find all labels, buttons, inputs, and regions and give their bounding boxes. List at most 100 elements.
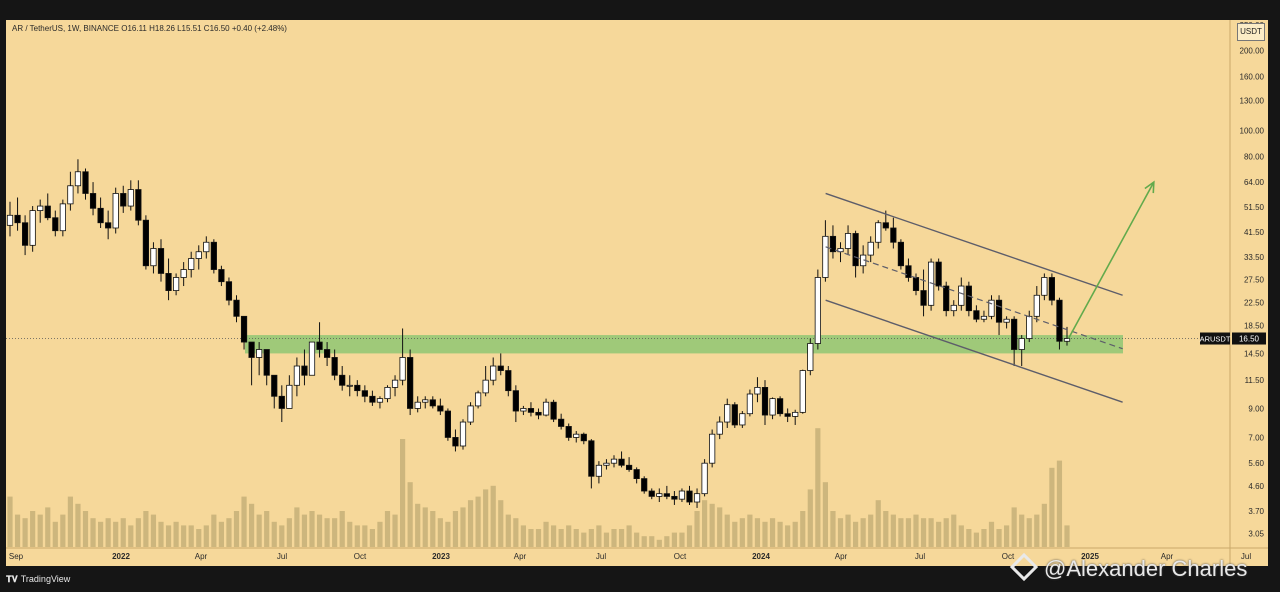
candle-body — [822, 235, 829, 278]
candle-body — [1048, 277, 1055, 301]
candle-body — [323, 349, 331, 358]
candle-body — [112, 193, 119, 229]
volume-bar — [158, 521, 164, 547]
candle-body — [807, 343, 814, 371]
volume-bar — [603, 532, 610, 547]
candle-body — [1063, 338, 1071, 342]
volume-bar — [664, 536, 670, 547]
volume-bar — [490, 485, 496, 547]
y-tick-label: 3.05 — [1248, 529, 1264, 538]
candle-body — [67, 185, 74, 205]
candle-body — [44, 205, 51, 219]
y-tick-label: 9.00 — [1248, 404, 1264, 413]
candle-body — [1056, 299, 1063, 342]
volume-bar — [724, 514, 730, 547]
volume-bar — [384, 511, 391, 547]
y-tick-label: 64.00 — [1244, 178, 1265, 187]
volume-bar — [82, 511, 89, 547]
candle-body — [988, 299, 995, 317]
volume-bar — [1064, 525, 1070, 547]
volume-bar — [596, 525, 602, 547]
candle-body — [663, 493, 670, 497]
volume-bar — [173, 521, 179, 547]
channel-upper-line — [825, 192, 1123, 296]
candle-body — [490, 365, 497, 381]
volume-bar — [762, 521, 768, 547]
watermark-text: @Alexander Charles — [1044, 556, 1248, 581]
volume-bar — [837, 518, 844, 547]
volume-bar — [52, 521, 58, 547]
volume-bar — [822, 482, 828, 547]
candle-body — [361, 390, 368, 397]
volume-bar — [581, 532, 587, 547]
candle-body — [29, 210, 36, 246]
candle-body — [1011, 318, 1018, 350]
candle-body — [52, 217, 59, 232]
y-tick-label: 51.50 — [1244, 203, 1265, 212]
candle-body — [271, 374, 278, 397]
channel-mid-line — [825, 246, 1123, 350]
candle-body — [693, 493, 701, 503]
volume-bar — [1049, 467, 1055, 547]
volume-bar — [271, 521, 277, 547]
y-tick-label: 41.50 — [1244, 228, 1265, 237]
candle-body — [799, 370, 806, 413]
y-tick-label: 160.00 — [1240, 72, 1265, 81]
volume-bar — [528, 529, 534, 547]
candle-body — [407, 357, 414, 409]
volume-bar — [67, 496, 73, 547]
volume-bar — [279, 525, 285, 547]
candle-body — [520, 408, 527, 412]
candle-body — [784, 413, 791, 417]
candle-body — [633, 469, 640, 480]
volume-bar — [800, 511, 806, 547]
volume-bar — [883, 511, 889, 547]
candle-body — [580, 433, 587, 442]
candle-body — [792, 411, 799, 417]
volume-bar — [785, 525, 791, 547]
diamond-icon — [1009, 552, 1039, 582]
volume-bar — [1019, 514, 1025, 547]
volume-bar — [60, 514, 66, 547]
volume-bar — [264, 511, 270, 547]
x-tick-label: Oct — [674, 552, 687, 561]
y-tick-label: 3.70 — [1248, 507, 1264, 516]
tv-icon: 𝐓𝐕 — [6, 574, 18, 584]
brand-label: TradingView — [20, 574, 71, 584]
projection-arrow-head — [1144, 180, 1155, 194]
candle-body — [188, 258, 195, 270]
x-tick-label: Oct — [1002, 552, 1015, 561]
candle-body — [384, 387, 391, 400]
candle-body — [308, 341, 316, 376]
x-tick-label: 2024 — [752, 552, 770, 561]
currency-badge[interactable]: USDT — [1237, 23, 1265, 41]
volume-bar — [301, 514, 308, 547]
candle-body — [74, 171, 82, 187]
candle-body — [142, 219, 149, 267]
candle-body — [641, 478, 648, 492]
volume-bar — [905, 518, 912, 547]
x-tick-label: Jul — [277, 552, 287, 561]
volume-bar — [913, 514, 919, 547]
symbol-header: AR / TetherUS, 1W, BINANCE O16.11 H18.26… — [12, 24, 287, 33]
candle-body — [950, 304, 957, 312]
y-tick-label: 130.00 — [1240, 96, 1265, 105]
candle-body — [467, 405, 474, 423]
x-tick-label: Sep — [9, 552, 24, 561]
volume-bar — [717, 507, 723, 547]
volume-bar — [951, 514, 957, 547]
volume-bar — [316, 514, 323, 547]
volume-bar — [890, 514, 896, 547]
volume-bar — [551, 525, 557, 547]
candle-body — [248, 341, 255, 358]
volume-bar — [558, 529, 564, 547]
volume-bar — [868, 514, 874, 547]
candle-body — [527, 408, 535, 413]
volume-bar — [165, 525, 172, 547]
volume-bar — [392, 514, 398, 547]
volume-bar — [309, 511, 315, 547]
volume-bar — [22, 518, 28, 547]
volume-bar — [256, 514, 262, 547]
